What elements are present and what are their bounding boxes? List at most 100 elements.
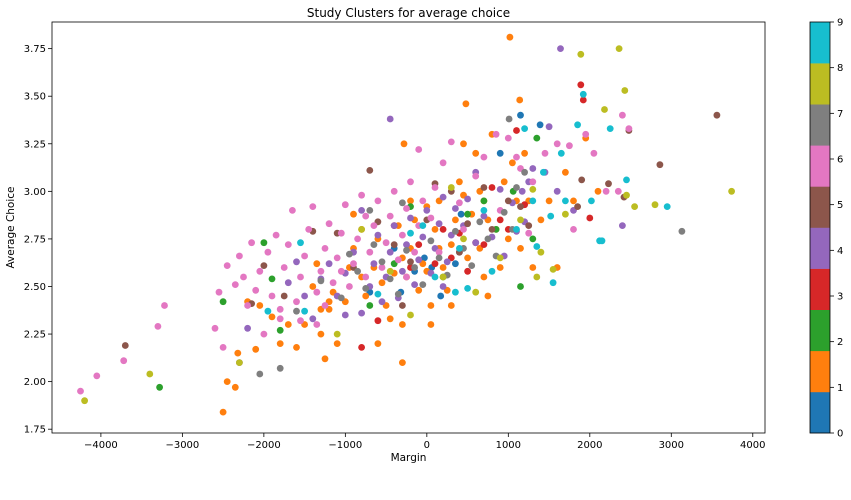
data-point xyxy=(484,292,492,300)
data-point xyxy=(289,207,296,214)
data-point xyxy=(390,187,398,195)
data-point xyxy=(460,235,467,243)
colorbar-tick-label: 7 xyxy=(837,109,843,120)
data-point xyxy=(231,281,239,288)
data-point xyxy=(276,305,284,313)
data-point xyxy=(713,111,721,119)
data-point xyxy=(81,397,88,405)
data-point xyxy=(325,220,333,228)
data-point xyxy=(570,226,577,233)
data-point xyxy=(615,45,623,52)
data-point xyxy=(366,248,374,256)
data-point xyxy=(293,298,300,306)
colorbar-tick-label: 4 xyxy=(837,246,843,257)
data-point xyxy=(354,235,361,243)
data-point xyxy=(219,298,227,306)
x-tick-label: −2000 xyxy=(247,440,281,451)
data-point xyxy=(728,187,735,195)
data-point xyxy=(399,267,406,275)
data-point xyxy=(590,149,598,157)
data-point xyxy=(374,317,382,325)
data-point xyxy=(431,273,439,281)
colorbar-segment xyxy=(810,268,830,310)
data-point xyxy=(219,408,227,416)
data-point xyxy=(472,288,480,296)
data-point xyxy=(415,286,423,294)
data-point xyxy=(411,281,418,288)
data-point xyxy=(297,317,304,325)
data-point xyxy=(574,203,581,211)
data-point xyxy=(553,187,561,195)
data-point xyxy=(280,264,288,271)
x-tick-label: 3000 xyxy=(659,440,684,451)
plot-points xyxy=(77,33,735,416)
data-point xyxy=(297,239,304,247)
data-point xyxy=(456,178,463,186)
data-point xyxy=(439,283,447,290)
data-point xyxy=(457,210,465,218)
data-point xyxy=(399,199,406,207)
data-point xyxy=(219,344,227,351)
data-point xyxy=(614,187,622,195)
data-point xyxy=(411,248,418,256)
data-point xyxy=(488,184,496,191)
data-point xyxy=(447,241,455,249)
data-point xyxy=(427,214,435,222)
data-point xyxy=(480,273,488,281)
y-tick-label: 2.50 xyxy=(24,282,46,293)
data-point xyxy=(236,252,243,260)
data-point xyxy=(223,262,231,269)
data-point xyxy=(427,237,435,245)
data-point xyxy=(598,237,606,245)
data-point xyxy=(354,267,361,275)
data-point xyxy=(504,197,512,205)
data-point xyxy=(419,233,427,241)
data-point xyxy=(509,159,516,167)
data-point xyxy=(407,311,414,319)
data-point xyxy=(268,313,276,321)
data-point xyxy=(500,208,508,216)
data-point xyxy=(496,216,504,224)
y-axis-title: Average Choice xyxy=(5,186,17,268)
plot-frame xyxy=(51,21,766,434)
data-point xyxy=(358,226,365,233)
data-point xyxy=(313,260,321,268)
data-point xyxy=(525,222,533,230)
data-point xyxy=(513,184,520,191)
data-point xyxy=(317,277,325,285)
data-point xyxy=(260,239,268,247)
data-point xyxy=(358,344,365,351)
data-point xyxy=(537,248,545,256)
x-tick-label: 0 xyxy=(424,440,430,451)
data-point xyxy=(517,203,524,211)
data-point xyxy=(317,330,325,338)
data-point xyxy=(374,231,382,239)
data-point xyxy=(525,229,533,237)
data-point xyxy=(215,288,223,296)
data-point xyxy=(390,222,398,230)
data-point xyxy=(77,387,84,395)
data-point xyxy=(325,260,333,268)
data-point xyxy=(460,226,467,233)
data-point xyxy=(452,260,459,268)
data-point xyxy=(557,149,565,157)
data-point xyxy=(423,207,431,214)
x-axis: −4000 −3000 −2000 −1000 0 1000 2000 3000 4000 xyxy=(84,433,766,451)
data-point xyxy=(400,140,408,148)
data-point xyxy=(341,201,349,209)
data-point xyxy=(321,245,329,252)
data-point xyxy=(529,264,537,271)
data-point xyxy=(276,340,284,347)
data-point xyxy=(93,372,101,380)
data-point xyxy=(362,273,370,281)
chart-title: Study Clusters for average choice xyxy=(307,6,510,20)
data-point xyxy=(366,207,374,214)
data-point xyxy=(431,184,439,191)
data-point xyxy=(579,96,587,104)
colorbar: 0 1 2 3 4 5 6 7 8 9 xyxy=(809,18,843,440)
y-tick-label: 2.00 xyxy=(24,377,46,388)
data-point xyxy=(579,90,587,98)
data-point xyxy=(496,264,504,271)
